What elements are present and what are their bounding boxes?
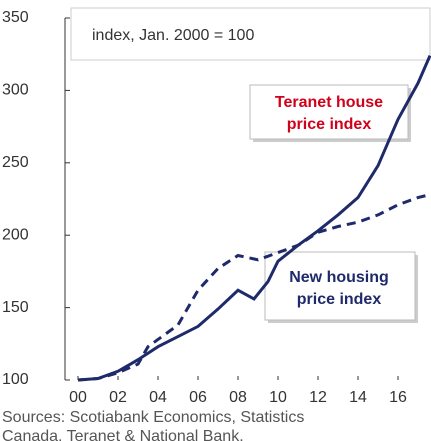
series-line — [77, 193, 431, 382]
x-tick-label: 08 — [229, 389, 247, 406]
series-line — [77, 55, 431, 382]
x-tick-label: 16 — [389, 389, 407, 406]
x-tick-label: 12 — [309, 389, 327, 406]
annotation: index, Jan. 2000 = 100 — [92, 27, 254, 44]
x-tick-label: 02 — [109, 389, 127, 406]
annotation-box — [264, 251, 416, 321]
x-tick-label: 10 — [269, 389, 287, 406]
annotation: Teranet house — [275, 94, 383, 111]
y-tick-label: 100 — [2, 371, 29, 388]
source: Canada, Teranet & National Bank. — [2, 428, 244, 441]
annotation: price index — [297, 291, 382, 308]
y-tick-label: 150 — [2, 299, 29, 316]
x-tick-label: 04 — [149, 389, 167, 406]
x-tick-label: 06 — [189, 389, 207, 406]
x-tick-label: 00 — [69, 389, 87, 406]
x-tick-label: 14 — [349, 389, 367, 406]
y-tick-label: 300 — [2, 82, 29, 99]
y-tick-label: 350 — [2, 9, 29, 26]
annotation: price index — [287, 116, 372, 133]
annotation-box — [249, 84, 409, 140]
y-tick-label: 250 — [2, 154, 29, 171]
annotation-box — [70, 7, 431, 61]
source: Sources: Scotiabank Economics, Statistic… — [2, 409, 304, 426]
annotation: New housing — [289, 269, 389, 286]
y-tick-label: 200 — [2, 226, 29, 243]
